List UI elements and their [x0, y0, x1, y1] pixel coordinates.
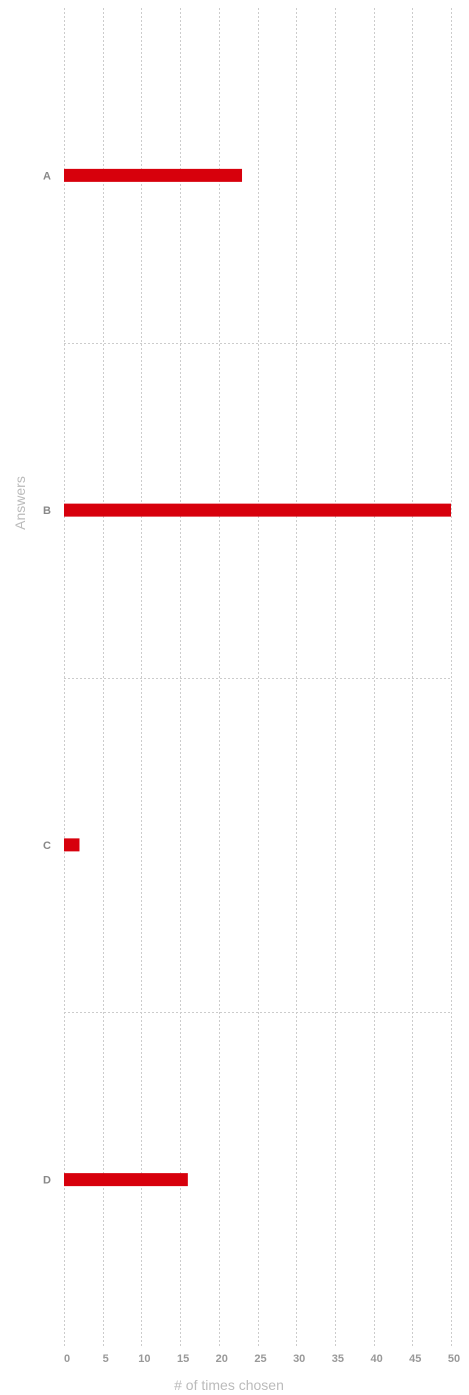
bars	[64, 168, 451, 1187]
category-label-a: A	[43, 170, 51, 182]
x-tick-label: 40	[370, 1353, 382, 1365]
x-tick-label: 35	[332, 1353, 344, 1365]
bar-c	[64, 838, 80, 852]
category-label-c: C	[43, 840, 51, 852]
grid-lines	[64, 8, 452, 1347]
x-tick-label: 50	[448, 1353, 460, 1365]
x-tick-label: 45	[409, 1353, 421, 1365]
x-tick-label: 20	[216, 1353, 228, 1365]
bar-a	[64, 168, 243, 182]
x-tick-label: 30	[293, 1353, 305, 1365]
x-tick-labels: 0 5 10 15 20 25 30 35 40 45 50	[64, 1353, 460, 1365]
bar-b	[64, 503, 451, 517]
x-tick-label: 25	[254, 1353, 266, 1365]
bar-d	[64, 1173, 188, 1187]
y-axis-title: Answers	[12, 476, 28, 530]
x-tick-label: 10	[138, 1353, 150, 1365]
category-label-b: B	[43, 505, 51, 517]
category-labels: A B C D	[43, 170, 51, 1186]
category-label-d: D	[43, 1175, 51, 1187]
x-tick-label: 5	[103, 1353, 109, 1365]
x-axis-title: # of times chosen	[174, 1377, 284, 1393]
x-tick-label: 0	[64, 1353, 70, 1365]
x-tick-label: 15	[177, 1353, 189, 1365]
